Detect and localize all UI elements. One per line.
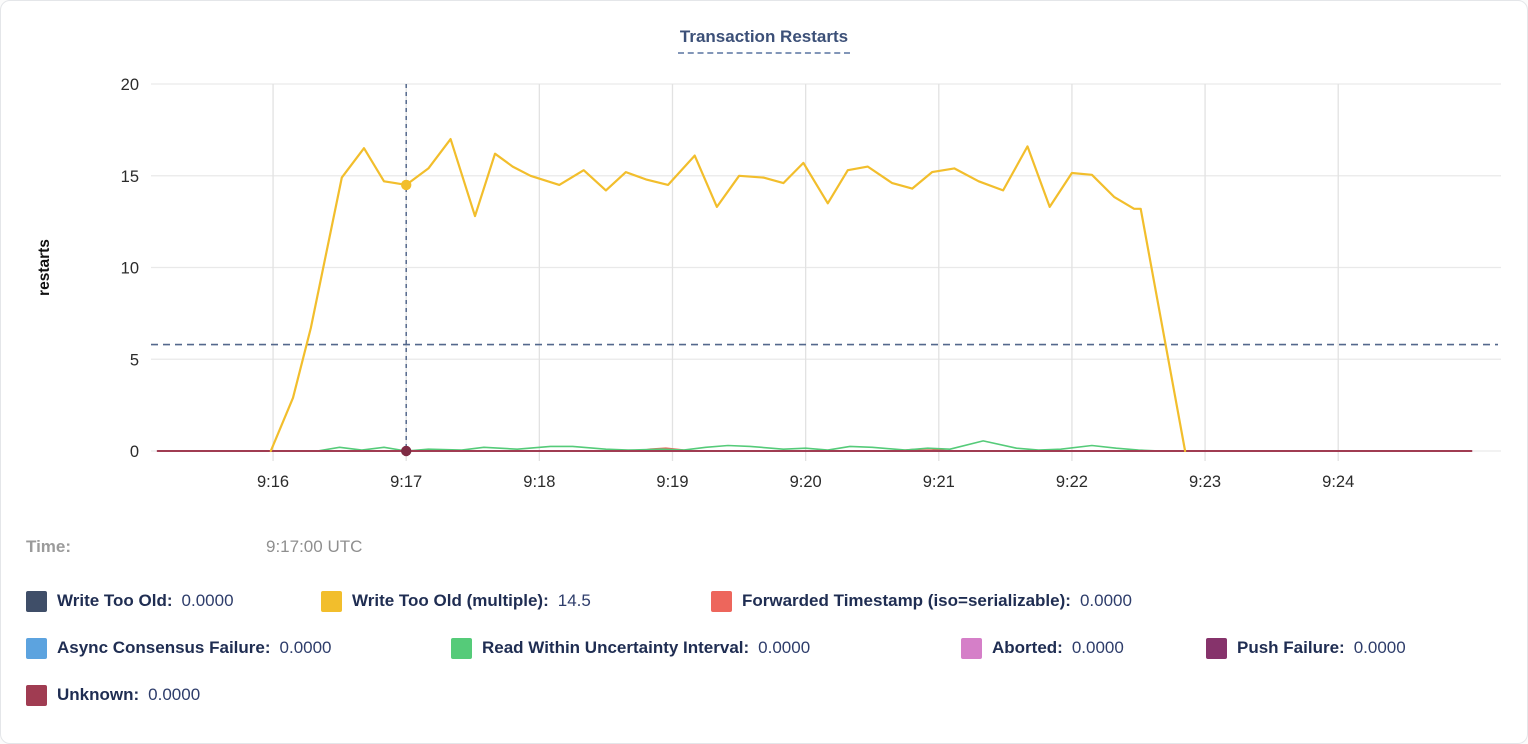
hover-point-write-too-old-multiple <box>400 179 412 191</box>
legend-label: Write Too Old (multiple): <box>352 591 549 610</box>
legend-item-write-too-old: Write Too Old: 0.0000 <box>26 590 321 612</box>
x-tick-label: 9:22 <box>1056 473 1088 491</box>
legend-item-read-within-uncertainty-interval: Read Within Uncertainty Interval: 0.0000 <box>451 637 961 659</box>
hover-time-row: Time: 9:17:00 UTC <box>26 537 926 561</box>
x-tick-label: 9:18 <box>523 473 555 491</box>
legend-item-forwarded-timestamp-iso-serializable: Forwarded Timestamp (iso=serializable): 0… <box>711 590 1132 612</box>
legend-item-async-consensus-failure: Async Consensus Failure: 0.0000 <box>26 637 451 659</box>
legend-swatch <box>451 637 472 659</box>
legend-value: 0.0000 <box>148 685 201 704</box>
x-tick-label: 9:23 <box>1189 473 1221 491</box>
hover-point-unknown <box>400 445 412 457</box>
legend-label: Forwarded Timestamp (iso=serializable): <box>742 591 1071 610</box>
legend-row: Unknown: 0.0000 <box>26 680 1507 710</box>
legend-item-unknown: Unknown: 0.0000 <box>26 684 201 706</box>
legend-swatch <box>961 637 982 659</box>
y-tick-label: 15 <box>121 168 139 186</box>
legend-value: 0.0000 <box>279 638 332 657</box>
x-tick-label: 9:19 <box>656 473 688 491</box>
legend-label: Async Consensus Failure: <box>57 638 271 657</box>
legend-swatch <box>26 590 47 612</box>
x-tick-label: 9:20 <box>790 473 822 491</box>
x-tick-label: 9:16 <box>257 473 289 491</box>
y-tick-label: 0 <box>130 443 139 461</box>
legend-item-write-too-old-multiple: Write Too Old (multiple): 14.5 <box>321 590 711 612</box>
time-value: 9:17:00 UTC <box>266 537 363 556</box>
legend-swatch <box>26 637 47 659</box>
legend-value: 0.0000 <box>1353 638 1406 657</box>
axis-labels: 0 5 10 15 20 9:16 9:17 9:18 9:19 9:20 9:21 9:22 9:23… <box>36 76 1354 491</box>
transaction-restarts-chart[interactable]: 0 5 10 15 20 9:16 9:17 9:18 9:19 9:20 9:21 9:22 9:23… <box>1 1 1528 506</box>
x-tick-label: 9:21 <box>923 473 955 491</box>
legend-item-aborted: Aborted: 0.0000 <box>961 637 1206 659</box>
y-tick-label: 20 <box>121 76 139 94</box>
chart-legend: Write Too Old: 0.0000 Write Too Old (multi… <box>26 586 1507 727</box>
legend-value: 0.0000 <box>181 591 234 610</box>
legend-value: 0.0000 <box>1079 591 1132 610</box>
x-tick-label: 9:17 <box>390 473 422 491</box>
gridlines <box>151 83 1501 461</box>
y-tick-label: 5 <box>130 351 139 369</box>
legend-value: 0.0000 <box>758 638 811 657</box>
legend-item-push-failure: Push Failure: 0.0000 <box>1206 637 1406 659</box>
legend-value: 0.0000 <box>1071 638 1124 657</box>
legend-label: Read Within Uncertainty Interval: <box>482 638 750 657</box>
legend-value: 14.5 <box>557 591 591 610</box>
legend-label: Push Failure: <box>1237 638 1345 657</box>
legend-swatch <box>711 590 732 612</box>
legend-row: Write Too Old: 0.0000 Write Too Old (multi… <box>26 586 1507 616</box>
legend-swatch <box>26 684 47 706</box>
series-line-read-within-uncertainty-interval <box>316 440 1162 452</box>
y-tick-label: 10 <box>121 260 139 278</box>
legend-row: Async Consensus Failure: 0.0000 Read Withi… <box>26 633 1507 663</box>
chart-title[interactable]: Transaction Restarts <box>677 27 851 54</box>
legend-swatch <box>321 590 342 612</box>
legend-swatch <box>1206 637 1227 659</box>
y-axis-label: restarts <box>36 239 53 296</box>
time-label: Time: <box>26 537 72 556</box>
legend-label: Aborted: <box>992 638 1063 657</box>
x-tick-label: 9:24 <box>1322 473 1354 491</box>
legend-label: Write Too Old: <box>57 591 173 610</box>
chart-title-wrap: Transaction Restarts <box>1 27 1527 54</box>
legend-label: Unknown: <box>57 685 140 704</box>
